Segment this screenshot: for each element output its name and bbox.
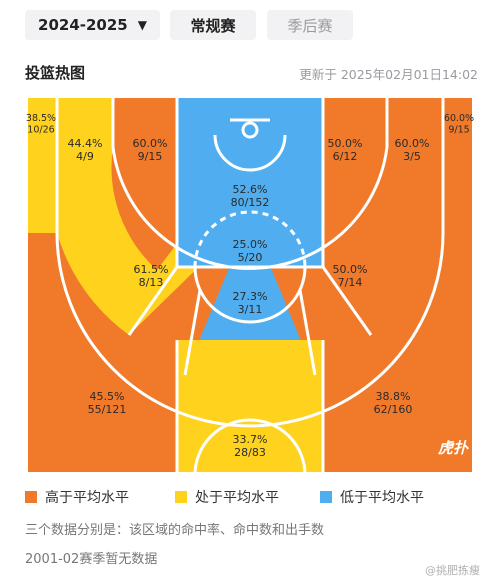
legend-label-average: 处于平均水平 bbox=[195, 490, 279, 506]
zone-restricted-area bbox=[177, 95, 323, 232]
center-court-arc bbox=[193, 418, 307, 475]
zone-made-attempts-left-short-mid: 9/15 bbox=[138, 150, 163, 163]
zone-made-attempts-top-three: 28/83 bbox=[234, 446, 266, 459]
right-elbow-line bbox=[321, 266, 373, 336]
zone-pct-right-corner-three: 60.0% bbox=[444, 113, 474, 124]
zone-pct-top-three: 33.7% bbox=[233, 433, 268, 446]
three-point-arc bbox=[55, 232, 445, 428]
season-label: 2024-2025 bbox=[38, 16, 128, 34]
zone-pct-right-elbow-mid: 50.0% bbox=[333, 263, 368, 276]
note-no-data: 2001-02赛季暂无数据 bbox=[25, 552, 158, 567]
chart-title: 投篮热图 bbox=[25, 64, 86, 82]
zone-pct-top-key-mid: 27.3% bbox=[233, 290, 268, 303]
rim bbox=[241, 121, 259, 139]
legend-item-above: 高于平均水平 bbox=[25, 487, 129, 507]
legend-swatch-below bbox=[320, 491, 332, 503]
zone-made-attempts-restricted-area: 80/152 bbox=[231, 196, 270, 209]
legend-label-below: 低于平均水平 bbox=[340, 490, 424, 506]
zone-paint-non-ra bbox=[177, 232, 323, 267]
zone-left-corner-three bbox=[25, 95, 57, 233]
zone-made-attempts-left-baseline-long-two: 4/9 bbox=[76, 150, 94, 163]
zone-made-attempts-right-baseline-long-two: 3/5 bbox=[403, 150, 421, 163]
top-bar: 2024-2025 ▼ 常规赛 季后赛 bbox=[0, 0, 500, 50]
zone-made-attempts-left-corner-three: 10/26 bbox=[27, 125, 54, 136]
short-mid-arc bbox=[111, 146, 389, 270]
zone-top-three bbox=[177, 340, 323, 475]
zone-pct-right-short-mid: 50.0% bbox=[328, 137, 363, 150]
zone-made-attempts-right-wing-three: 62/160 bbox=[374, 403, 413, 416]
legend-swatch-average bbox=[175, 491, 187, 503]
restricted-arc bbox=[213, 134, 287, 172]
caret-down-icon: ▼ bbox=[137, 18, 147, 32]
zone-pct-right-baseline-long-two: 60.0% bbox=[395, 137, 430, 150]
zone-pct-left-short-mid: 60.0% bbox=[133, 137, 168, 150]
zone-made-attempts-right-corner-three: 9/15 bbox=[448, 125, 469, 136]
court-logo: 虎扑 bbox=[437, 439, 470, 457]
legend-label-above: 高于平均水平 bbox=[45, 490, 129, 506]
zone-pct-paint-non-ra: 25.0% bbox=[233, 238, 268, 251]
left-elbow-line bbox=[127, 266, 179, 336]
zone-made-attempts-left-elbow-mid: 8/13 bbox=[139, 276, 164, 289]
free-throw-circle-top bbox=[193, 210, 307, 268]
legend: 高于平均水平 处于平均水平 低于平均水平 bbox=[25, 487, 485, 509]
legend-item-average: 处于平均水平 bbox=[175, 487, 279, 507]
watermark: @挑肥拣瘦 bbox=[425, 564, 480, 577]
legend-swatch-above bbox=[25, 491, 37, 503]
zone-made-attempts-right-short-mid: 6/12 bbox=[333, 150, 358, 163]
zone-made-attempts-right-elbow-mid: 7/14 bbox=[338, 276, 363, 289]
zone-pct-left-elbow-mid: 61.5% bbox=[134, 263, 169, 276]
zone-pct-left-wing-three: 45.5% bbox=[90, 390, 125, 403]
left-top-key-line bbox=[183, 289, 202, 376]
tab-regular-season[interactable]: 常规赛 bbox=[170, 10, 256, 40]
tab-playoffs[interactable]: 季后赛 bbox=[267, 10, 353, 40]
updated-timestamp: 更新于 2025年02月01日14:02 bbox=[299, 67, 478, 82]
zone-pct-restricted-area: 52.6% bbox=[233, 183, 268, 196]
zone-made-attempts-paint-non-ra: 5/20 bbox=[238, 251, 263, 264]
zone-made-attempts-top-key-mid: 3/11 bbox=[238, 303, 263, 316]
zone-right-corner-three bbox=[443, 95, 475, 233]
zone-made-attempts-left-wing-three: 55/121 bbox=[88, 403, 127, 416]
zone-pct-right-wing-three: 38.8% bbox=[376, 390, 411, 403]
legend-item-below: 低于平均水平 bbox=[320, 487, 424, 507]
zone-pct-left-baseline-long-two: 44.4% bbox=[68, 137, 103, 150]
season-select[interactable]: 2024-2025 ▼ bbox=[25, 10, 160, 40]
note-data-explanation: 三个数据分别是：该区域的命中率、命中数和出手数 bbox=[25, 523, 325, 538]
zone-pct-left-corner-three: 38.5% bbox=[26, 113, 56, 124]
shot-chart: 38.5%10/2644.4%4/960.0%9/1552.6%80/15225… bbox=[25, 95, 475, 475]
right-top-key-line bbox=[298, 289, 317, 376]
